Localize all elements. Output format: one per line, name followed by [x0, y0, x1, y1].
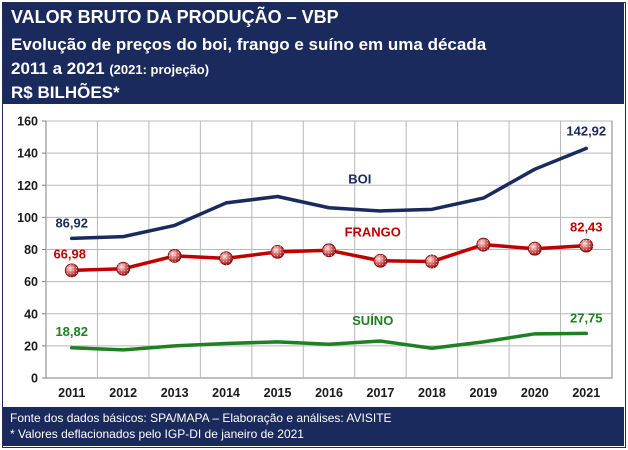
- series-name-boi: BOI: [348, 172, 371, 187]
- data-label: 142,92: [566, 123, 606, 138]
- y-tick-label: 80: [24, 243, 38, 257]
- chart-period-note: (2021: projeção): [109, 62, 210, 77]
- frango-marker: [64, 263, 79, 278]
- frango-marker: [527, 241, 542, 256]
- data-label: 86,92: [55, 215, 88, 230]
- chart-header: VALOR BRUTO DA PRODUÇÃO – VBP Evolução d…: [3, 3, 624, 104]
- chart-period-range: 2011 a 2021: [11, 59, 105, 78]
- frango-marker: [373, 253, 388, 268]
- source-note: Fonte dos dados básicos: SPA/MAPA – Elab…: [10, 411, 392, 425]
- y-tick-label: 120: [17, 179, 38, 193]
- data-label: 27,75: [570, 310, 603, 325]
- line-chart: 0 20 40 60 80 100 120 140 160 2011 2012 2013 2014 201…: [17, 115, 613, 400]
- y-tick-label: 0: [31, 372, 38, 386]
- data-label: 18,82: [55, 324, 88, 339]
- x-tick-label: 2016: [315, 386, 343, 400]
- y-tick-label: 60: [24, 275, 38, 289]
- chart-area: 0 20 40 60 80 100 120 140 160 2011 2012 2013 2014 201…: [0, 104, 628, 404]
- x-tick-label: 2015: [264, 386, 292, 400]
- frango-marker: [270, 245, 285, 259]
- chart-unit: R$ BILHÕES*: [11, 83, 120, 102]
- frango-marker: [219, 251, 233, 266]
- x-tick-label: 2017: [367, 386, 395, 400]
- y-tick-label: 160: [17, 115, 38, 129]
- data-label: 82,43: [570, 220, 603, 235]
- chart-subtitle: Evolução de preços do boi, frango e suín…: [11, 35, 487, 54]
- x-tick-label: 2012: [109, 386, 137, 400]
- x-tick-label: 2013: [161, 386, 189, 400]
- frango-marker: [579, 238, 594, 253]
- series-line-suino: [69, 331, 589, 352]
- x-tick-label: 2021: [572, 386, 600, 400]
- y-tick-label: 100: [17, 211, 38, 225]
- data-label: 66,98: [53, 246, 86, 261]
- series-name-frango: FRANGO: [345, 225, 401, 240]
- y-tick-label: 20: [24, 339, 38, 353]
- chart-title: VALOR BRUTO DA PRODUÇÃO – VBP: [11, 7, 339, 27]
- x-tick-label: 2014: [212, 386, 240, 400]
- x-tick-label: 2019: [469, 386, 497, 400]
- frango-marker: [116, 261, 131, 276]
- deflation-note: * Valores deflacionados pelo IGP-DI de j…: [10, 427, 304, 441]
- chart-footer: Fonte dos dados básicos: SPA/MAPA – Elab…: [3, 407, 624, 446]
- x-tick-label: 2018: [418, 386, 446, 400]
- frango-marker: [322, 243, 336, 258]
- y-tick-label: 140: [17, 147, 38, 161]
- series-name-suino: SUÍNO: [352, 313, 393, 328]
- chart-period: 2011 a 2021 (2021: projeção): [11, 59, 209, 79]
- y-tick-label: 40: [24, 307, 38, 321]
- frango-marker: [425, 254, 439, 269]
- series-line-boi: [69, 146, 589, 241]
- x-tick-label: 2020: [521, 386, 549, 400]
- frango-marker: [476, 237, 491, 252]
- x-tick-label: 2011: [58, 386, 85, 400]
- frango-marker: [167, 249, 182, 263]
